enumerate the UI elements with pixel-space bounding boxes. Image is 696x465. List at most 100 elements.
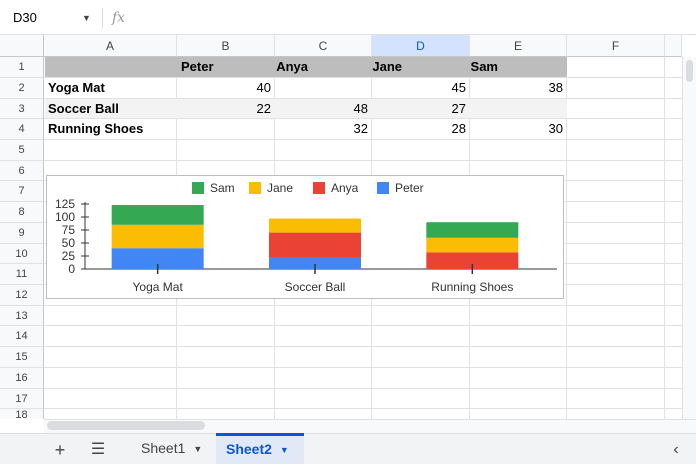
row-header-3[interactable]: 3 xyxy=(0,99,44,119)
y-tick-label: 0 xyxy=(68,262,75,276)
row-header-4[interactable]: 4 xyxy=(0,119,44,140)
horizontal-scroll-thumb[interactable] xyxy=(47,421,205,430)
bar-segment-anya xyxy=(426,252,519,269)
row-header-18[interactable]: 18 xyxy=(0,409,44,421)
header-cell-sam[interactable]: Sam xyxy=(470,59,498,74)
bar-segment-peter xyxy=(269,257,361,269)
value-cell[interactable]: 48 xyxy=(353,101,368,116)
stacked-bar-chart[interactable]: Sam Jane Anya Peter 0 25 50 75 100 125 Yoga Mat Soc… xyxy=(46,175,564,299)
column-header-f[interactable]: F xyxy=(567,35,665,57)
y-tick-label: 25 xyxy=(62,249,76,263)
column-header-b[interactable]: B xyxy=(177,35,275,57)
grid-line xyxy=(44,118,696,119)
grid-line xyxy=(664,57,665,419)
value-cell[interactable] xyxy=(470,99,567,119)
grid-line xyxy=(44,139,696,140)
grid-line xyxy=(44,346,696,347)
row-header-12[interactable]: 12 xyxy=(0,285,44,306)
x-tick-label: Soccer Ball xyxy=(285,280,346,294)
grid-line xyxy=(566,57,567,419)
bar-segment-anya xyxy=(269,232,361,258)
row-header-16[interactable]: 16 xyxy=(0,368,44,389)
chevron-down-icon[interactable]: ▼ xyxy=(279,444,289,455)
horizontal-scrollbar[interactable] xyxy=(44,419,696,433)
row-header-2[interactable]: 2 xyxy=(0,78,44,99)
chevron-down-icon[interactable]: ▼ xyxy=(193,443,203,454)
value-cell[interactable] xyxy=(275,78,372,98)
legend-label: Anya xyxy=(331,181,359,195)
row-header-8[interactable]: 8 xyxy=(0,202,44,223)
sheet-tab-bar xyxy=(0,433,696,464)
value-cell[interactable]: 22 xyxy=(256,101,271,116)
value-cell[interactable]: 30 xyxy=(548,121,563,136)
grid-line xyxy=(44,160,696,161)
fx-icon: fx xyxy=(112,10,126,26)
value-cell[interactable]: 28 xyxy=(451,121,466,136)
bar-segment-sam xyxy=(426,222,519,238)
value-cell[interactable]: 38 xyxy=(548,80,563,95)
x-tick-label: Yoga Mat xyxy=(133,280,184,294)
grid-line xyxy=(44,305,696,306)
legend-swatch xyxy=(377,182,389,194)
column-header-c[interactable]: C xyxy=(275,35,372,57)
grid-line xyxy=(44,388,696,389)
select-all-corner[interactable] xyxy=(0,35,44,57)
grid-line xyxy=(44,325,696,326)
row-header-14[interactable]: 14 xyxy=(0,326,44,347)
row-header-7[interactable]: 7 xyxy=(0,181,44,202)
column-header-a[interactable]: A xyxy=(44,35,177,57)
column-header-e[interactable]: E xyxy=(470,35,567,57)
menu-icon[interactable]: ☰ xyxy=(90,441,106,458)
header-cell-peter[interactable]: Peter xyxy=(181,59,214,74)
grid-line xyxy=(44,98,696,99)
vertical-scrollbar[interactable] xyxy=(682,57,696,419)
row-header-5[interactable]: 5 xyxy=(0,140,44,161)
row-header-6[interactable]: 6 xyxy=(0,161,44,181)
grid-line xyxy=(44,77,696,78)
value-cell[interactable]: 27 xyxy=(451,101,466,116)
header-cell-anya[interactable]: Anya xyxy=(276,59,308,74)
chevron-left-icon[interactable]: ‹ xyxy=(673,441,679,458)
name-box-dropdown-icon[interactable]: ▼ xyxy=(82,13,91,23)
row-header-9[interactable]: 9 xyxy=(0,223,44,244)
value-cell[interactable]: 32 xyxy=(353,121,368,136)
row-header-11[interactable]: 11 xyxy=(0,264,44,285)
row-header-10[interactable]: 10 xyxy=(0,244,44,264)
vertical-scroll-thumb[interactable] xyxy=(686,60,693,82)
row-label-cell[interactable]: Yoga Mat xyxy=(48,80,105,95)
value-cell[interactable]: 40 xyxy=(256,80,271,95)
value-cell[interactable]: 45 xyxy=(451,80,466,95)
column-header-g[interactable] xyxy=(665,35,682,57)
y-tick-label: 100 xyxy=(55,210,75,224)
y-tick-label: 50 xyxy=(62,236,76,250)
row-label-cell[interactable]: Soccer Ball xyxy=(48,101,119,116)
row-label-cell[interactable]: Running Shoes xyxy=(48,121,144,136)
x-tick-label: Running Shoes xyxy=(431,280,513,294)
bar-segment-sam xyxy=(111,205,204,225)
legend-swatch xyxy=(249,182,261,194)
sheet-tab-sheet2[interactable]: Sheet2 ▼ xyxy=(216,433,304,464)
legend-label: Jane xyxy=(267,181,293,195)
sheet-tab-label: Sheet1 xyxy=(141,440,186,456)
formula-bar-divider xyxy=(102,8,103,28)
bar-segment-peter xyxy=(111,248,204,269)
formula-bar xyxy=(0,0,696,35)
row-header-17[interactable]: 17 xyxy=(0,389,44,409)
header-cell-jane[interactable]: Jane xyxy=(372,59,402,74)
plus-icon[interactable]: + xyxy=(54,440,66,460)
row-header-15[interactable]: 15 xyxy=(0,347,44,368)
name-box[interactable]: D30 xyxy=(13,10,37,25)
value-cell[interactable] xyxy=(177,119,275,139)
row-header-1[interactable]: 1 xyxy=(0,57,44,78)
bar-segment-jane xyxy=(111,224,204,249)
bar-segment-jane xyxy=(269,218,361,233)
column-header-d[interactable]: D xyxy=(372,35,470,57)
banded-row-fill xyxy=(45,99,567,118)
sheet-tab-sheet1[interactable]: Sheet1 ▼ xyxy=(131,433,212,464)
y-tick-label: 125 xyxy=(55,197,75,211)
y-tick-label: 75 xyxy=(62,223,76,237)
grid-line xyxy=(44,408,696,409)
row-header-13[interactable]: 13 xyxy=(0,306,44,326)
header-row-fill xyxy=(45,57,567,77)
